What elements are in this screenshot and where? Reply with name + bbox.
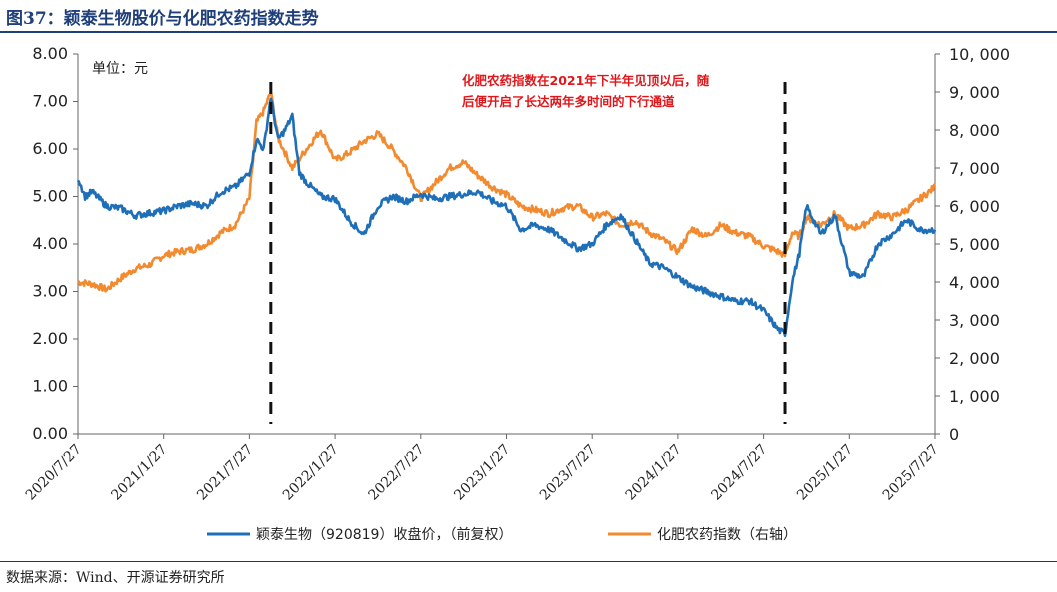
x-tick-label: 2025/7/27 xyxy=(880,442,942,504)
left-tick-label: 1.00 xyxy=(32,377,68,396)
left-axis: 0.00 1.00 2.00 3.00 4.00 5.00 6.00 7.00 8.00 xyxy=(32,44,78,443)
left-tick-label: 4.00 xyxy=(32,234,68,253)
legend-label-index: 化肥农药指数（右轴） xyxy=(657,527,797,543)
annotation-vlines xyxy=(269,82,787,424)
right-tick-label: 1, 000 xyxy=(949,387,1000,406)
legend-label-stock: 颖泰生物（920819）收盘价，（前复权） xyxy=(256,526,512,543)
x-tick-label: 2022/7/27 xyxy=(366,442,428,504)
right-tick-label: 6, 000 xyxy=(949,197,1000,216)
left-tick-label: 6.00 xyxy=(32,139,68,158)
right-tick-label: 0 xyxy=(949,425,959,444)
title-divider xyxy=(0,31,1057,33)
left-tick-label: 8.00 xyxy=(32,44,68,63)
source-note: 数据来源：Wind、开源证券研究所 xyxy=(6,570,225,586)
x-tick-label: 2023/1/27 xyxy=(451,442,513,504)
footer-divider xyxy=(0,561,1057,562)
x-tick-label: 2023/7/27 xyxy=(537,442,599,504)
right-tick-label: 8, 000 xyxy=(949,121,1000,140)
x-tick-label: 2025/1/27 xyxy=(794,442,856,504)
x-tick-label: 2024/7/27 xyxy=(708,442,770,504)
fertilizer-index-line xyxy=(77,91,937,293)
left-tick-label: 5.00 xyxy=(32,187,68,206)
right-tick-label: 2, 000 xyxy=(949,349,1000,368)
right-tick-label: 5, 000 xyxy=(949,235,1000,254)
stock-price-line xyxy=(76,97,937,338)
chart-canvas: 0.00 1.00 2.00 3.00 4.00 5.00 6.00 7.00 8.00 0 1,… xyxy=(23,44,1010,543)
annotation-line-2: 后便开启了长达两年多时间的下行通道 xyxy=(462,94,675,109)
left-tick-label: 7.00 xyxy=(32,92,68,111)
annotation-line-1: 化肥农药指数在2021年下半年见顶以后，随 xyxy=(462,73,710,88)
x-axis: 2020/7/27 2021/1/27 2021/7/27 2022/1/27 2022… xyxy=(23,434,942,504)
left-tick-label: 2.00 xyxy=(32,329,68,348)
left-tick-label: 0.00 xyxy=(32,424,68,443)
right-tick-label: 4, 000 xyxy=(949,273,1000,292)
figure-title: 图37：颖泰生物股价与化肥农药指数走势 xyxy=(6,9,319,29)
x-tick-label: 2021/1/27 xyxy=(108,442,170,504)
x-tick-label: 2022/1/27 xyxy=(280,442,342,504)
x-tick-label: 2024/1/27 xyxy=(623,442,685,504)
unit-label: 单位：元 xyxy=(92,61,148,77)
right-tick-label: 7, 000 xyxy=(949,159,1000,178)
right-axis: 0 1, 000 2, 000 3, 000 4, 000 5, 000 6, 000 7, … xyxy=(935,45,1010,444)
series-layer xyxy=(76,91,937,338)
left-tick-label: 3.00 xyxy=(32,282,68,301)
legend: 颖泰生物（920819）收盘价，（前复权） 化肥农药指数（右轴） xyxy=(207,526,797,543)
right-tick-label: 10, 000 xyxy=(949,45,1010,64)
right-tick-label: 9, 000 xyxy=(949,83,1000,102)
right-tick-label: 3, 000 xyxy=(949,311,1000,330)
x-tick-label: 2021/7/27 xyxy=(194,442,256,504)
x-tick-label: 2020/7/27 xyxy=(23,442,85,504)
